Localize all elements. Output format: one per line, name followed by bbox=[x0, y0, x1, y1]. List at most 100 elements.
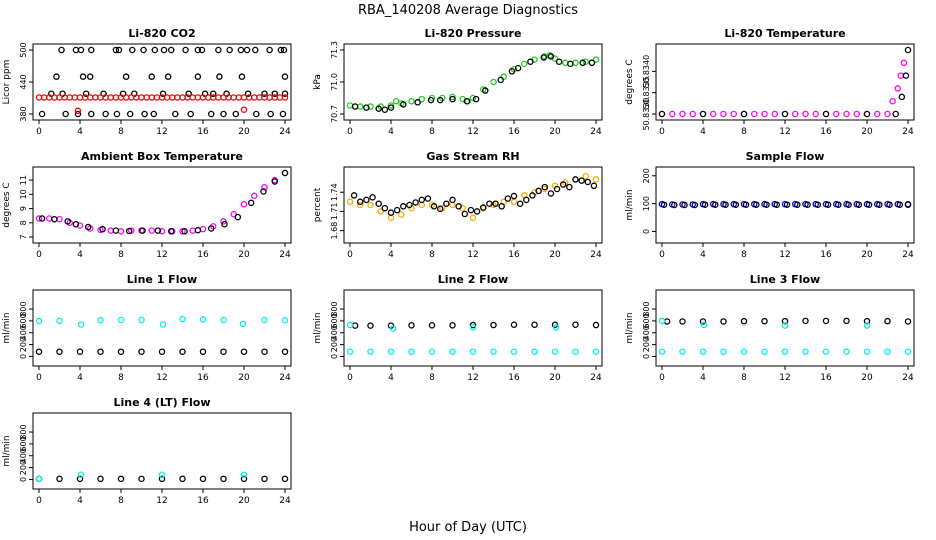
data-point bbox=[486, 200, 493, 207]
data-point bbox=[874, 110, 881, 118]
data-point bbox=[375, 200, 382, 207]
data-point bbox=[234, 213, 242, 221]
data-point bbox=[510, 348, 518, 355]
data-point bbox=[463, 97, 471, 105]
data-point bbox=[139, 227, 146, 234]
x-tick-label: 4 bbox=[77, 250, 83, 260]
data-point bbox=[351, 103, 359, 110]
y-tick-label: 200 bbox=[642, 337, 651, 352]
data-point bbox=[148, 227, 155, 234]
data-point bbox=[902, 72, 910, 79]
data-point bbox=[592, 348, 600, 355]
data-point bbox=[822, 348, 830, 355]
data-point bbox=[761, 110, 768, 118]
data-point bbox=[732, 201, 740, 208]
data-point bbox=[356, 198, 364, 206]
panel-title: Line 3 Flow bbox=[750, 273, 820, 286]
data-point bbox=[250, 192, 258, 200]
data-point bbox=[855, 201, 863, 208]
data-point bbox=[843, 317, 850, 325]
series-1-black bbox=[658, 46, 912, 118]
data-point bbox=[127, 94, 135, 101]
data-point bbox=[377, 208, 384, 215]
data-point bbox=[824, 201, 832, 208]
y-axis-label: Licor ppm bbox=[2, 60, 12, 105]
data-point bbox=[351, 322, 359, 329]
data-point bbox=[566, 183, 573, 191]
data-point bbox=[490, 348, 497, 355]
x-tick-label: 12 bbox=[467, 373, 478, 383]
x-tick-label: 0 bbox=[659, 250, 665, 260]
panel-title: Li-820 Pressure bbox=[425, 27, 522, 40]
panel-line3: Line 3 Flow ml/min 0 4 8 12 16 20 24 0 20040060080… bbox=[625, 273, 915, 383]
data-point bbox=[508, 68, 516, 75]
data-point bbox=[387, 214, 395, 222]
series-1-black bbox=[38, 169, 289, 235]
data-point bbox=[216, 73, 223, 80]
y-tick-label: 8 bbox=[19, 220, 28, 225]
series-1-cyan bbox=[658, 317, 871, 329]
data-point bbox=[179, 475, 186, 483]
data-point bbox=[179, 228, 186, 235]
data-point bbox=[375, 105, 382, 112]
data-point bbox=[843, 110, 850, 118]
y-tick-label: 200 bbox=[642, 168, 651, 183]
data-point bbox=[497, 76, 504, 84]
y-tick-label: 400 bbox=[19, 325, 28, 340]
data-point bbox=[523, 196, 530, 204]
data-point bbox=[700, 321, 708, 329]
data-point bbox=[181, 228, 188, 235]
data-point bbox=[237, 46, 245, 54]
data-point bbox=[346, 102, 354, 109]
x-tick-label: 16 bbox=[508, 373, 520, 383]
data-point bbox=[38, 215, 46, 222]
data-point bbox=[900, 59, 908, 67]
data-point bbox=[209, 94, 217, 101]
y-tick-label: 600 bbox=[642, 313, 651, 328]
data-point bbox=[699, 348, 707, 355]
data-point bbox=[584, 178, 592, 186]
data-point bbox=[529, 192, 536, 199]
data-point bbox=[198, 46, 206, 54]
panel-licor_temp: Li-820 Temperature degrees C 0 4 8 12 16 20 24 50… bbox=[625, 27, 915, 137]
data-point bbox=[189, 227, 196, 234]
data-point bbox=[430, 203, 438, 210]
data-point bbox=[449, 93, 456, 101]
data-point bbox=[271, 94, 278, 101]
data-point bbox=[660, 201, 668, 208]
data-point bbox=[469, 214, 477, 222]
y-axis-label: degrees C bbox=[625, 59, 635, 104]
data-point bbox=[490, 321, 497, 329]
data-point bbox=[412, 199, 419, 206]
y-tick-label: 600 bbox=[19, 313, 28, 328]
data-point bbox=[35, 475, 43, 483]
x-tick-label: 16 bbox=[197, 496, 209, 506]
data-point bbox=[66, 94, 74, 101]
y-tick-label: 200 bbox=[19, 337, 28, 352]
data-point bbox=[904, 46, 912, 54]
data-point bbox=[449, 322, 456, 329]
data-point bbox=[498, 203, 505, 210]
panel-title: Line 2 Flow bbox=[438, 273, 508, 286]
data-point bbox=[51, 215, 58, 223]
data-point bbox=[232, 110, 240, 118]
y-tick-label: 800 bbox=[19, 301, 28, 316]
data-point bbox=[592, 176, 600, 183]
y-tick-label: 1.68 bbox=[330, 222, 339, 240]
data-point bbox=[243, 46, 251, 54]
data-point bbox=[260, 188, 267, 195]
data-point bbox=[154, 227, 162, 234]
data-point bbox=[129, 46, 136, 54]
data-point bbox=[56, 475, 63, 483]
data-point bbox=[138, 316, 145, 324]
data-point bbox=[79, 73, 87, 80]
data-point bbox=[884, 317, 891, 325]
data-point bbox=[428, 348, 436, 355]
data-point bbox=[863, 317, 871, 325]
data-point bbox=[572, 176, 579, 183]
panel-line4: Line 4 (LT) Flow ml/min 0 4 8 12 16 20 24 0 200400… bbox=[2, 396, 292, 506]
y-tick-label: 400 bbox=[330, 325, 339, 340]
data-point bbox=[367, 103, 374, 110]
data-point bbox=[281, 475, 289, 483]
data-point bbox=[115, 46, 123, 54]
